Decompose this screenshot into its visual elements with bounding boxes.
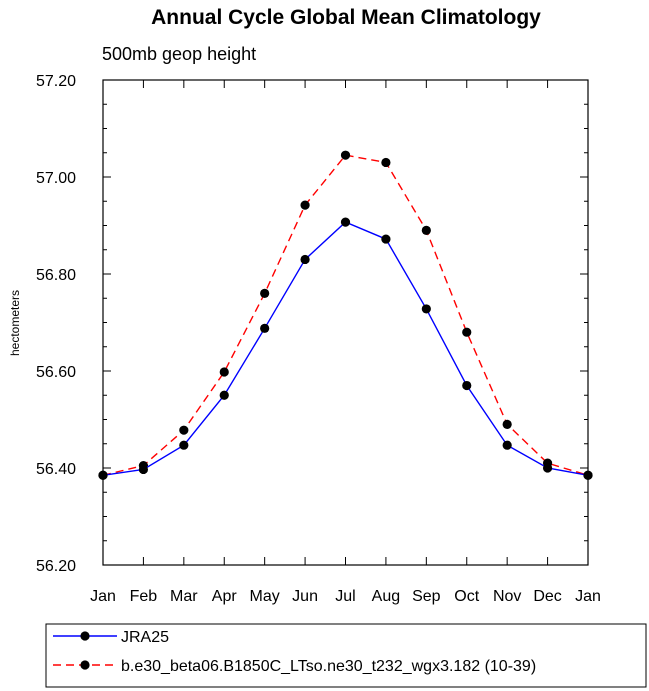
x-tick-label: Jan [575, 588, 601, 605]
y-tick-label: 57.00 [36, 170, 76, 187]
data-point [462, 380, 472, 391]
x-tick-label: Feb [130, 588, 158, 605]
legend-label: b.e30_beta06.B1850C_LTso.ne30_t232_wgx3.… [121, 658, 536, 675]
axis-ticks [102, 79, 589, 566]
legend: JRA25 b.e30_beta06.B1850C_LTso.ne30_t232_… [53, 629, 536, 675]
series-1 [98, 217, 593, 480]
data-point [583, 470, 593, 480]
x-tick-label: Dec [533, 588, 561, 605]
y-tick-label: 56.60 [36, 364, 76, 381]
data-point [421, 225, 431, 235]
y-tick-labels: 56.20 56.40 56.60 56.80 57.00 57.20 [36, 73, 76, 575]
y-tick-label: 56.40 [36, 461, 76, 478]
series-line [102, 154, 589, 476]
data-point [98, 470, 108, 480]
data-point [542, 463, 553, 473]
legend-marker [80, 631, 90, 641]
data-point [462, 327, 472, 337]
x-tick-label: Sep [412, 588, 441, 605]
data-point [502, 440, 512, 450]
data-point [340, 150, 351, 160]
data-point [300, 254, 310, 265]
data-point [260, 323, 270, 333]
chart-title: Annual Cycle Global Mean Climatology [151, 6, 541, 29]
data-point [421, 304, 431, 314]
x-tick-label: Nov [493, 588, 521, 605]
x-tick-labels: Jan Feb Mar Apr May Jun Jul Aug Sep Oct Nov Dec Jan [90, 588, 601, 605]
y-tick-label: 56.20 [36, 558, 76, 575]
data-point [138, 464, 149, 475]
series-layer [98, 150, 593, 480]
data-point [340, 217, 351, 227]
x-tick-label: Jun [292, 588, 318, 605]
data-point [381, 157, 391, 168]
legend-marker [80, 660, 90, 670]
data-point [219, 390, 229, 400]
x-tick-label: Aug [372, 588, 400, 605]
data-point [381, 234, 391, 244]
series-2 [98, 150, 593, 480]
x-tick-label: Jan [90, 588, 116, 605]
data-point [502, 419, 512, 429]
legend-box [45, 623, 647, 688]
data-point [179, 425, 189, 435]
y-tick-label: 56.80 [36, 267, 76, 284]
x-tick-label: Mar [170, 588, 198, 605]
y-axis-label: hectometers [8, 290, 22, 356]
x-tick-label: Oct [454, 588, 479, 605]
chart-subtitle: 500mb geop height [102, 44, 256, 64]
x-tick-label: Jul [335, 588, 355, 605]
data-point [300, 200, 310, 210]
data-point [219, 367, 229, 377]
y-tick-label: 57.20 [36, 73, 76, 90]
legend-label: JRA25 [121, 629, 169, 646]
x-tick-label: Apr [212, 588, 238, 605]
data-point [260, 288, 270, 298]
x-tick-label: May [250, 588, 280, 605]
data-point [179, 440, 189, 450]
